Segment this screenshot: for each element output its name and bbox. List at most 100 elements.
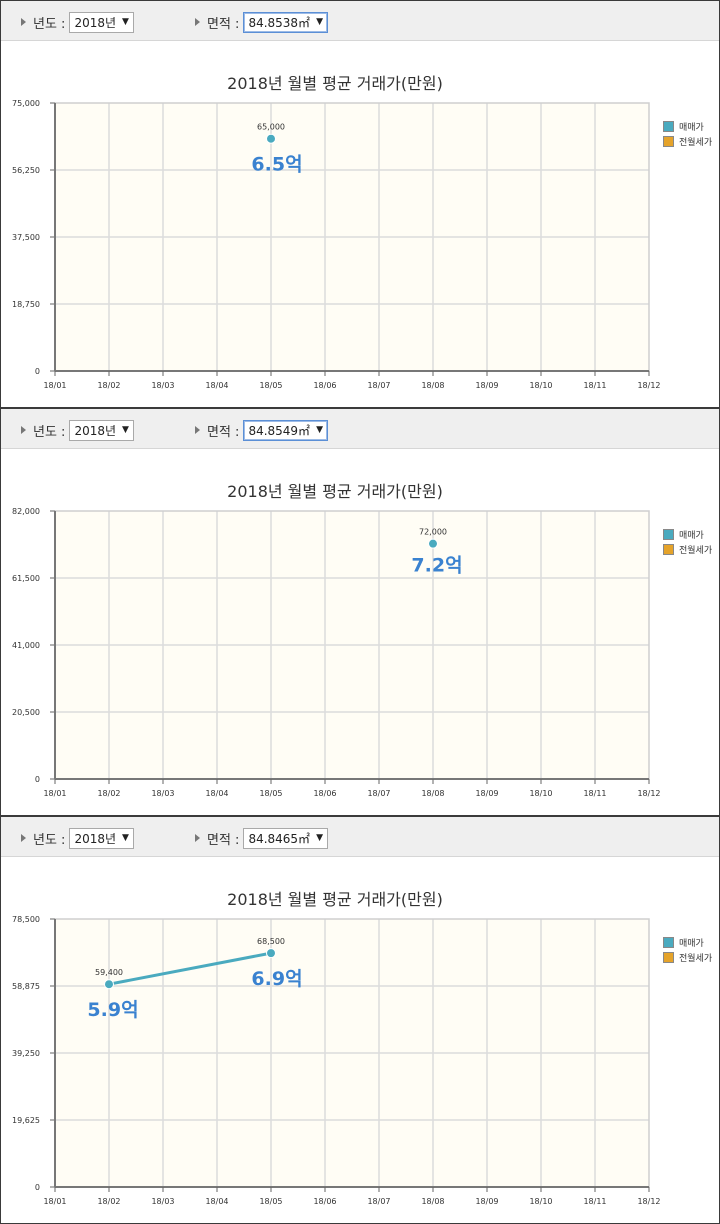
- chart-title: 2018년 월별 평균 거래가(만원): [227, 482, 443, 501]
- y-tick-label: 37,500: [12, 233, 40, 242]
- legend-swatch: [663, 544, 674, 555]
- triangle-bullet-icon: [21, 18, 26, 26]
- plot-frame: [55, 102, 650, 371]
- x-tick-label: 18/11: [583, 1197, 606, 1206]
- area-filter: 면적 : 84.8538㎡ ▼: [195, 11, 328, 33]
- legend-item[interactable]: 전월세가: [663, 542, 712, 557]
- legend-item[interactable]: 매매가: [663, 119, 712, 134]
- x-tick-label: 18/03: [151, 1197, 174, 1206]
- legend-item[interactable]: 전월세가: [663, 950, 712, 965]
- chart-panel: 년도 : 2018년 ▼ 면적 : 84.8538㎡ ▼ 2018년 월별 평균 거래가(만…: [0, 0, 720, 408]
- data-point[interactable]: [428, 538, 438, 549]
- year-select[interactable]: 2018년 ▼: [69, 11, 134, 33]
- year-filter: 년도 : 2018년 ▼: [21, 419, 134, 441]
- area-select[interactable]: 84.8549㎡ ▼: [243, 419, 328, 441]
- area-label: 면적 :: [207, 16, 240, 32]
- x-tick-label: 18/12: [637, 1197, 660, 1206]
- area-select-value: 84.8465㎡: [248, 831, 311, 846]
- y-tick-label: 75,000: [12, 99, 40, 108]
- x-tick-label: 18/07: [367, 789, 390, 798]
- y-tick-label: 0: [35, 1183, 40, 1192]
- legend-item[interactable]: 전월세가: [663, 134, 712, 149]
- price-annotation: 7.2억: [411, 555, 462, 577]
- x-tick-label: 18/01: [43, 1197, 66, 1206]
- line-chart: 2018년 월별 평균 거래가(만원) 18/01 18/02 18/03 18/04 1…: [12, 482, 661, 798]
- price-annotation: 6.5억: [251, 154, 302, 176]
- x-tick-label: 18/06: [313, 789, 336, 798]
- x-tick-label: 18/12: [637, 381, 660, 390]
- area-filter: 면적 : 84.8549㎡ ▼: [195, 419, 328, 441]
- legend-swatch: [663, 121, 674, 132]
- y-tick-label: 20,500: [12, 708, 40, 717]
- x-tick-label: 18/09: [475, 381, 498, 390]
- dropdown-arrow-icon: ▼: [122, 17, 129, 27]
- chart-panel: 년도 : 2018년 ▼ 면적 : 84.8549㎡ ▼ 2018년 월별 평균 거래가(만…: [0, 408, 720, 816]
- legend-item[interactable]: 매매가: [663, 935, 712, 950]
- filter-toolbar: 년도 : 2018년 ▼ 면적 : 84.8465㎡ ▼: [1, 817, 719, 857]
- x-tick-label: 18/01: [43, 789, 66, 798]
- chart-panel: 년도 : 2018년 ▼ 면적 : 84.8465㎡ ▼ 2018년 월별 평균 거래가(만…: [0, 816, 720, 1224]
- x-tick-label: 18/02: [97, 381, 120, 390]
- x-tick-label: 18/09: [475, 789, 498, 798]
- x-tick-label: 18/02: [97, 1197, 120, 1206]
- legend-item[interactable]: 매매가: [663, 527, 712, 542]
- line-chart: 2018년 월별 평균 거래가(만원) 18/01 18/02 18/03 18/04 1…: [12, 890, 661, 1206]
- triangle-bullet-icon: [21, 834, 26, 842]
- chart-title: 2018년 월별 평균 거래가(만원): [227, 890, 443, 909]
- y-tick-label: 82,000: [12, 507, 40, 516]
- plot-frame: [55, 918, 650, 1187]
- data-point[interactable]: [104, 979, 114, 990]
- legend-swatch: [663, 937, 674, 948]
- x-tick-label: 18/08: [421, 789, 444, 798]
- legend-label: 전월세가: [679, 954, 713, 964]
- legend-label: 매매가: [679, 531, 704, 541]
- legend-swatch: [663, 952, 674, 963]
- y-tick-label: 41,000: [12, 641, 40, 650]
- data-label: 65,000: [257, 123, 285, 132]
- chart-legend: 매매가 전월세가: [663, 119, 712, 149]
- area-select[interactable]: 84.8538㎡ ▼: [243, 11, 328, 33]
- x-tick-label: 18/04: [205, 789, 228, 798]
- y-tick-label: 0: [35, 367, 40, 376]
- year-select[interactable]: 2018년 ▼: [69, 827, 134, 849]
- legend-label: 전월세가: [679, 546, 713, 556]
- area-filter: 면적 : 84.8465㎡ ▼: [195, 827, 328, 849]
- data-point[interactable]: [266, 133, 276, 144]
- x-tick-label: 18/08: [421, 1197, 444, 1206]
- y-tick-label: 56,250: [12, 166, 40, 175]
- x-tick-label: 18/03: [151, 381, 174, 390]
- y-tick-label: 78,500: [12, 915, 40, 924]
- triangle-bullet-icon: [195, 834, 200, 842]
- dropdown-arrow-icon: ▼: [316, 17, 323, 27]
- legend-swatch: [663, 529, 674, 540]
- y-tick-label: 18,750: [12, 300, 40, 309]
- area-select[interactable]: 84.8465㎡ ▼: [243, 827, 328, 849]
- data-label: 72,000: [419, 528, 447, 537]
- area-label: 면적 :: [207, 424, 240, 440]
- price-annotation: 5.9억: [87, 999, 138, 1021]
- x-tick-label: 18/11: [583, 789, 606, 798]
- x-tick-label: 18/04: [205, 1197, 228, 1206]
- x-tick-label: 18/05: [259, 1197, 282, 1206]
- triangle-bullet-icon: [21, 426, 26, 434]
- series-line: [108, 951, 272, 986]
- line-chart: 2018년 월별 평균 거래가(만원) 18/01 18/02 18/03 18/04 1…: [12, 74, 661, 390]
- year-label: 년도 :: [33, 16, 66, 32]
- area-label: 면적 :: [207, 832, 240, 848]
- y-tick-label: 58,875: [12, 982, 40, 991]
- y-tick-label: 61,500: [12, 574, 40, 583]
- x-tick-label: 18/04: [205, 381, 228, 390]
- year-select[interactable]: 2018년 ▼: [69, 419, 134, 441]
- year-select-value: 2018년: [74, 423, 117, 438]
- x-tick-label: 18/01: [43, 381, 66, 390]
- x-tick-label: 18/02: [97, 789, 120, 798]
- plot-frame: [55, 510, 650, 779]
- data-label: 68,500: [257, 937, 285, 946]
- triangle-bullet-icon: [195, 18, 200, 26]
- triangle-bullet-icon: [195, 426, 200, 434]
- x-tick-label: 18/05: [259, 789, 282, 798]
- x-tick-label: 18/10: [529, 1197, 552, 1206]
- data-point[interactable]: [266, 948, 276, 959]
- x-tick-label: 18/07: [367, 381, 390, 390]
